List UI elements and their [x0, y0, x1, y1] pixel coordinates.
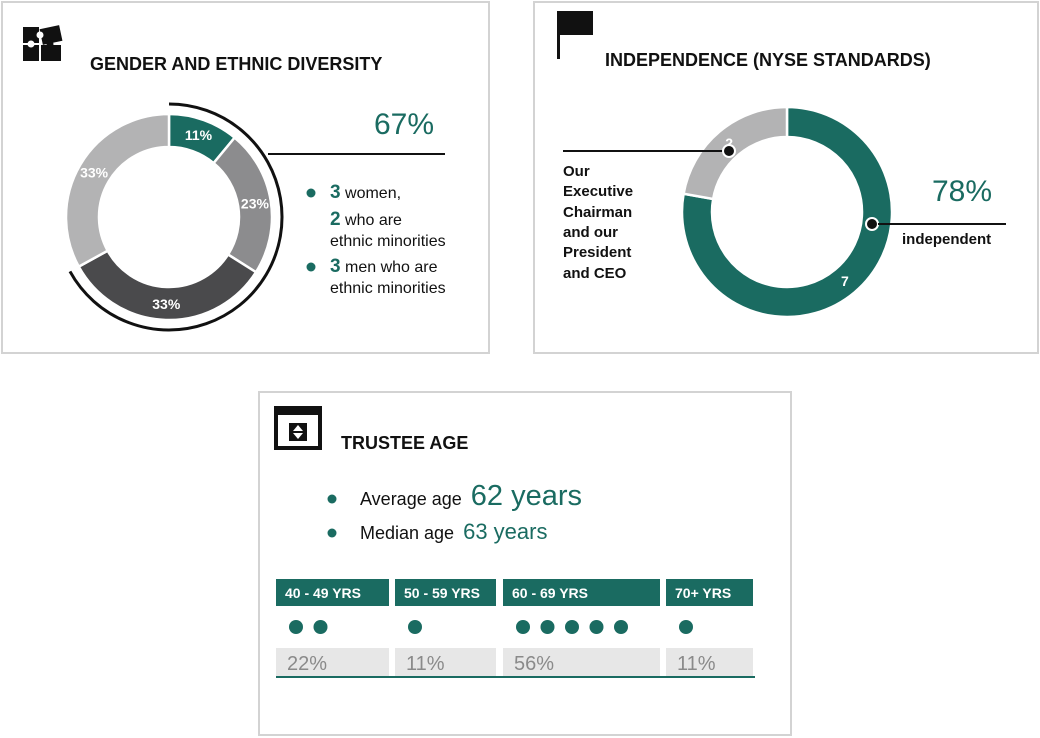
callout-line: Chairman [563, 204, 632, 221]
donut-slice-label: 23% [241, 195, 270, 211]
median-bullet [327, 528, 337, 538]
trustee-dot [289, 620, 303, 634]
age-band-label: 40 - 49 YRS [285, 585, 361, 601]
donut-slice [77, 249, 258, 322]
legend-bullet [306, 188, 316, 198]
age-band-header [395, 579, 496, 606]
legend-line: 3 women, [330, 182, 401, 203]
legend-bullet [306, 262, 316, 272]
callout-marker [722, 144, 736, 158]
age-band-pct-bg [503, 648, 660, 676]
trustee-dot [679, 620, 693, 634]
donut-slice [680, 105, 894, 319]
callout-line: President [563, 244, 631, 261]
independence-donut: 72 [680, 105, 894, 319]
trustee-age-panel: TRUSTEE AGE Average age 62 years Median a… [258, 391, 792, 736]
puzzle-icon [23, 25, 63, 61]
age-band-label: 50 - 59 YRS [404, 585, 480, 601]
age-band-label: 70+ YRS [675, 585, 731, 601]
age-band-pct: 56% [514, 653, 554, 675]
legend-line: ethnic minorities [330, 280, 446, 297]
gender-diversity-panel: GENDER AND ETHNIC DIVERSITY 11% 23% 33% 33%… [1, 1, 490, 354]
age-band-pct: 11% [406, 653, 445, 675]
age-title: TRUSTEE AGE [341, 433, 468, 453]
independent-marker [865, 217, 879, 231]
age-band-chart: 40 - 49 YRS 22% 50 - 59 YRS 11% 60 - 69 YRS 5… [276, 579, 753, 676]
legend-line: 2 who are [330, 209, 402, 230]
gender-highlight-pct: 67% [374, 108, 434, 141]
trustee-dot [614, 620, 628, 634]
calendar-sort-icon [274, 406, 322, 450]
age-band-label: 60 - 69 YRS [512, 585, 588, 601]
age-band-pct-bg [395, 648, 496, 676]
age-band-pct: 22% [287, 653, 327, 675]
median-age-line: Median age 63 years [360, 519, 547, 544]
trustee-dot [408, 620, 422, 634]
independence-svg: INDEPENDENCE (NYSE STANDARDS) 72 Our Exe… [557, 11, 1006, 319]
callout-line: Executive [563, 183, 633, 200]
donut-slice-label: 2 [725, 135, 733, 151]
legend-line: 3 men who are [330, 256, 438, 277]
gender-donut: 11% 23% 33% 33% [64, 112, 274, 322]
callout-line: and our [563, 224, 618, 241]
gender-title: GENDER AND ETHNIC DIVERSITY [90, 54, 382, 74]
highlight-arc [68, 102, 284, 332]
age-band-pct: 11% [677, 653, 716, 675]
age-band-pct-bg [666, 648, 753, 676]
trustee-age-svg: TRUSTEE AGE Average age 62 years Median a… [274, 406, 755, 678]
independence-highlight-pct: 78% [932, 175, 992, 208]
independent-label: independent [902, 231, 991, 248]
gender-legend: 3 women, 2 who are ethnic minorities 3 m… [306, 182, 446, 297]
age-band-header [666, 579, 753, 606]
callout-line: and CEO [563, 265, 627, 282]
independence-title: INDEPENDENCE (NYSE STANDARDS) [605, 50, 931, 70]
donut-slice [64, 112, 171, 269]
trustee-dot [313, 620, 328, 634]
age-band-pct-bg [276, 648, 389, 676]
trustee-dot [516, 620, 530, 634]
flag-icon [557, 11, 593, 59]
donut-slice-label: 33% [80, 165, 109, 181]
gender-diversity-svg: GENDER AND ETHNIC DIVERSITY 11% 23% 33% 33%… [23, 25, 446, 332]
donut-slice-label: 33% [152, 296, 181, 312]
trustee-dot [540, 620, 555, 634]
donut-slice-label: 11% [185, 127, 213, 143]
age-band-header [503, 579, 660, 606]
age-band-header [276, 579, 389, 606]
trustee-dot [565, 620, 579, 634]
donut-slice-label: 7 [841, 273, 849, 289]
trustee-dot [589, 620, 604, 634]
callout-text-block: Our Executive Chairman and our President… [563, 163, 633, 282]
average-age-line: Average age 62 years [360, 480, 582, 512]
callout-line: Our [563, 163, 590, 180]
average-bullet [327, 494, 337, 504]
legend-line: ethnic minorities [330, 233, 446, 250]
